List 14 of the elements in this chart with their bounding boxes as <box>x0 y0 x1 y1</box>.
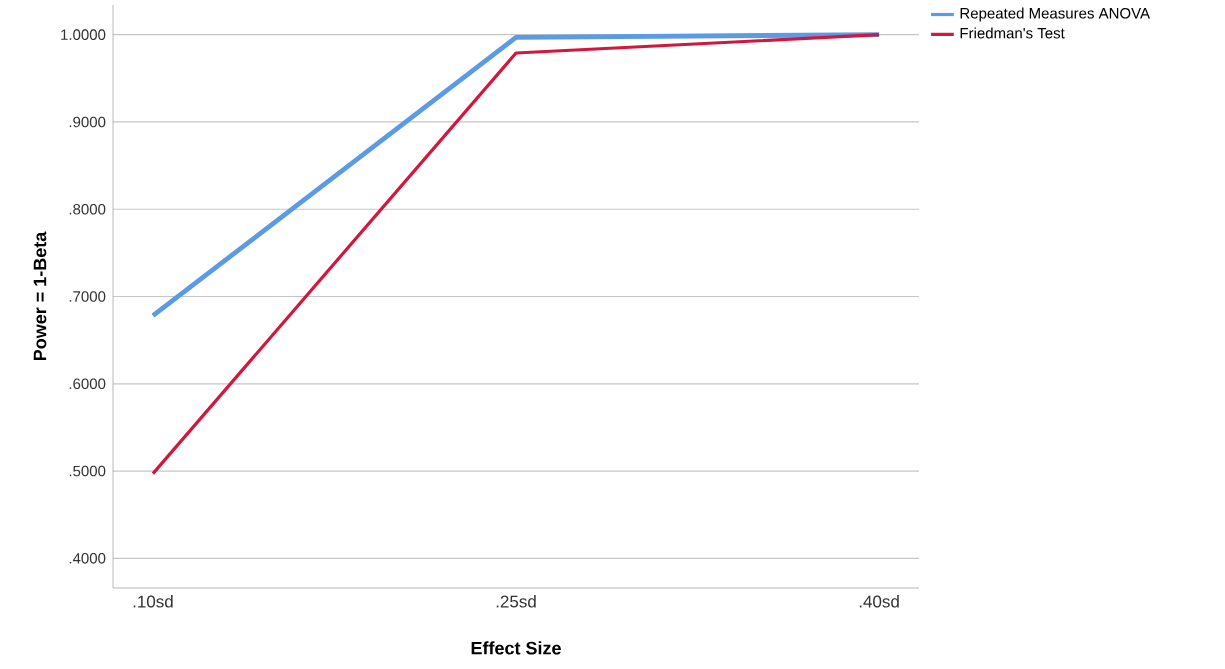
y-tick-label: .6000 <box>69 378 106 390</box>
x-tick-label: .10sd <box>133 595 173 608</box>
y-tick-label: 1.0000 <box>61 29 106 40</box>
x-axis-title: Effect Size <box>471 641 561 655</box>
y-tick-label: .5000 <box>69 465 106 477</box>
x-tick-label: .25sd <box>496 595 536 608</box>
y-tick-label: .9000 <box>69 116 106 128</box>
y-tick-label: .4000 <box>69 553 106 564</box>
x-tick-label: .40sd <box>859 595 899 608</box>
y-tick-label: .7000 <box>69 291 106 302</box>
y-axis-title: Power = 1-Beta <box>33 231 47 361</box>
y-tick-label: .8000 <box>69 203 106 215</box>
legend-label: Repeated Measures ANOVA <box>960 7 1151 22</box>
legend-label: Friedman's Test <box>960 27 1065 39</box>
